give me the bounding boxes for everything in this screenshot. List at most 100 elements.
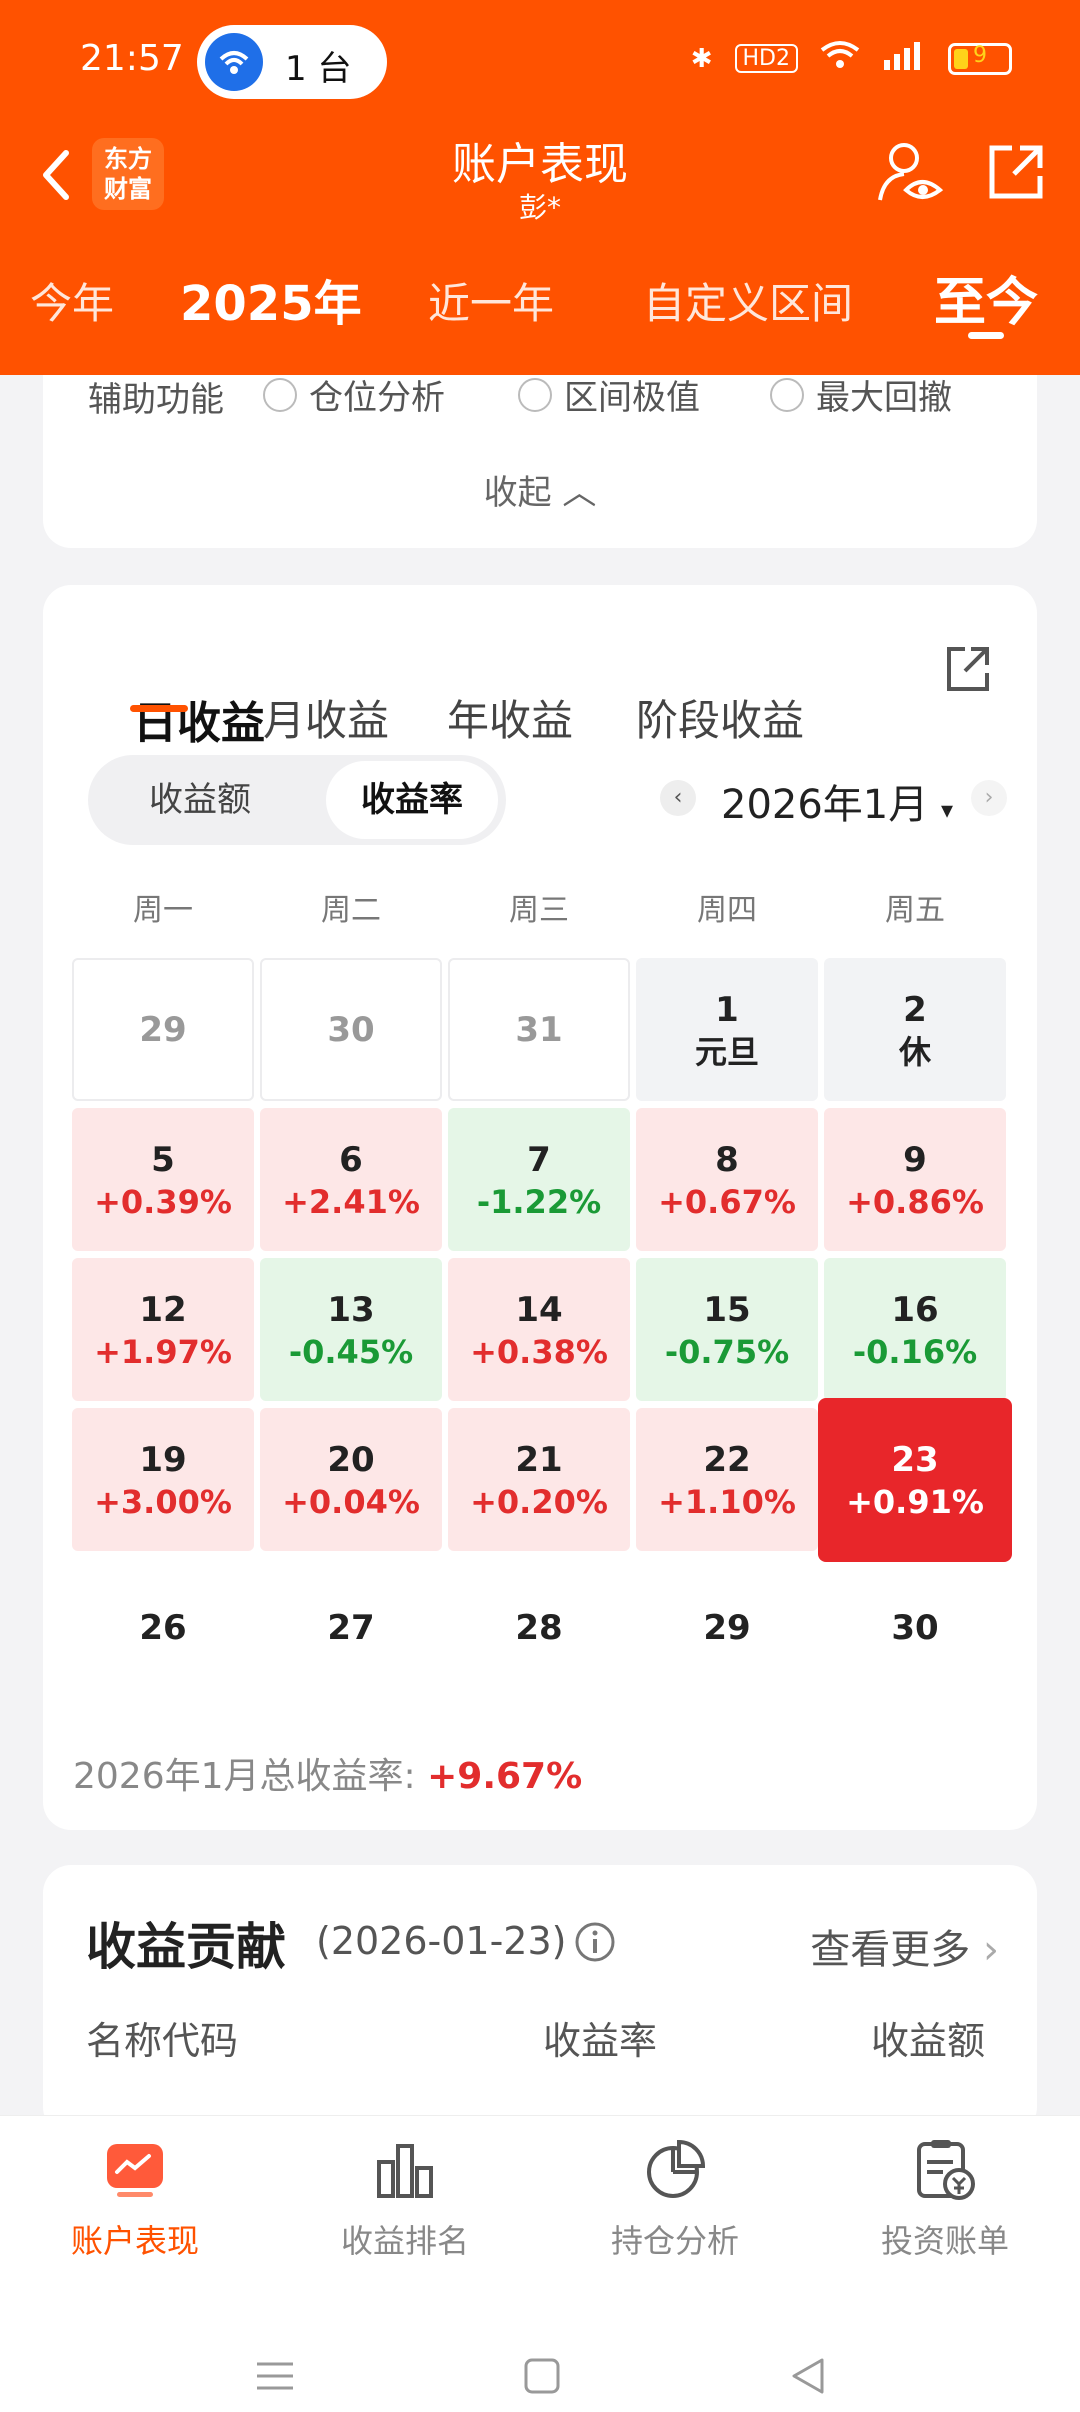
collapse-button[interactable]: 收起 ︿	[483, 473, 597, 513]
calendar-day-number: 8	[715, 1140, 739, 1180]
calendar-day-number: 7	[527, 1140, 551, 1180]
calendar-day-number: 30	[891, 1608, 939, 1648]
calendar-day-number: 5	[151, 1140, 175, 1180]
tab-stage[interactable]: 阶段收益	[636, 696, 805, 745]
calendar-day-cell[interactable]: 16 -0.16%	[824, 1258, 1006, 1401]
tab-active-indicator	[130, 705, 188, 712]
calendar-day-number: 12	[139, 1290, 187, 1330]
calendar-day-cell[interactable]: 15 -0.75%	[636, 1258, 818, 1401]
calendar-day-cell[interactable]: 6 +2.41%	[260, 1108, 442, 1251]
calendar-day-cell[interactable]: 5 +0.39%	[72, 1108, 254, 1251]
calendar-day-cell[interactable]: 7 -1.22%	[448, 1108, 630, 1251]
calendar-day-cell[interactable]: 30	[824, 1558, 1006, 1701]
nav-label: 账户表现	[70, 2222, 199, 2260]
calendar-day-value: -0.16%	[852, 1333, 978, 1371]
nav-investment-bill[interactable]: 投资账单	[810, 2138, 1080, 2262]
calendar-day-cell[interactable]: 26	[72, 1558, 254, 1701]
period-last-year[interactable]: 近一年	[428, 279, 555, 328]
aux-functions-label: 辅助功能	[88, 380, 224, 420]
calendar-day-value: +0.86%	[846, 1183, 984, 1221]
brand-logo: 东方 财富	[92, 138, 164, 210]
radio-position-analysis[interactable]: 仓位分析	[263, 370, 445, 419]
nav-holdings-analysis[interactable]: 持仓分析	[540, 2138, 810, 2262]
calendar-day-value: -1.22%	[476, 1183, 602, 1221]
calendar-day-cell[interactable]: 31	[448, 958, 630, 1101]
month-total-value: +9.67%	[427, 1756, 583, 1797]
calendar-day-number: 23	[891, 1440, 939, 1480]
next-month-icon[interactable]: ›	[971, 780, 1007, 816]
tab-monthly[interactable]: 月收益	[263, 696, 390, 745]
contribution-title: 收益贡献	[86, 1918, 286, 1976]
nav-label: 收益排名	[340, 2222, 469, 2260]
calendar-day-cell[interactable]: 9 +0.86%	[824, 1108, 1006, 1251]
calendar-day-number: 9	[903, 1140, 927, 1180]
calendar-day-value: +1.97%	[94, 1333, 232, 1371]
page-title: 账户表现	[452, 139, 628, 190]
contribution-date: (2026-01-23)	[316, 1919, 567, 1963]
weekday-label: 周三	[509, 893, 569, 928]
calendar-day-cell[interactable]: 29	[72, 958, 254, 1101]
chevron-right-icon: ›	[983, 1927, 999, 1973]
share-icon[interactable]	[986, 142, 1046, 202]
period-2025[interactable]: 2025年	[180, 276, 362, 332]
calendar-day-cell[interactable]: 28	[448, 1558, 630, 1701]
toggle-rate[interactable]: 收益率	[326, 761, 498, 839]
export-icon[interactable]	[941, 643, 993, 695]
radio-range-extremes[interactable]: 区间极值	[518, 370, 700, 419]
calendar-day-cell[interactable]: 19 +3.00%	[72, 1408, 254, 1551]
period-custom-range[interactable]: 自定义区间	[643, 279, 854, 328]
nav-account-performance[interactable]: 账户表现	[0, 2138, 270, 2262]
tab-yearly[interactable]: 年收益	[447, 696, 574, 745]
back-icon[interactable]	[788, 2356, 828, 2396]
bill-icon	[917, 2140, 975, 2200]
calendar-day-value: -0.45%	[288, 1333, 414, 1371]
pie-chart-icon	[647, 2139, 706, 2198]
view-more-link[interactable]: 查看更多 ›	[810, 1927, 999, 1973]
calendar-day-cell[interactable]: 8 +0.67%	[636, 1108, 818, 1251]
calendar-day-cell[interactable]: 29	[636, 1558, 818, 1701]
nav-label: 投资账单	[880, 2222, 1009, 2260]
calendar-day-number: 20	[327, 1440, 375, 1480]
calendar-day-cell[interactable]: 27	[260, 1558, 442, 1701]
toggle-amount[interactable]: 收益额	[149, 780, 251, 820]
weekday-label: 周一	[133, 893, 193, 928]
calendar-day-cell[interactable]: 1 元旦	[636, 958, 818, 1101]
calendar-day-cell[interactable]: 21 +0.20%	[448, 1408, 630, 1551]
calendar-day-number: 29	[703, 1608, 751, 1648]
period-active-indicator	[968, 332, 1004, 339]
calendar-day-cell[interactable]: 20 +0.04%	[260, 1408, 442, 1551]
radio-icon	[263, 377, 297, 412]
hd-badge: HD2	[734, 44, 798, 73]
bottom-nav: 账户表现 收益排名 持仓分析 投资账单	[0, 2115, 1080, 2412]
radio-max-drawdown[interactable]: 最大回撤	[770, 370, 952, 419]
menu-icon[interactable]	[255, 2356, 295, 2396]
system-navigation-bar	[0, 2346, 1080, 2406]
month-dropdown[interactable]: 2026年1月 ▾	[721, 782, 954, 828]
nav-label: 持仓分析	[610, 2222, 739, 2260]
calendar-day-value: +3.00%	[94, 1483, 232, 1521]
nav-return-ranking[interactable]: 收益排名	[270, 2138, 540, 2262]
back-arrow-icon[interactable]	[36, 145, 76, 205]
calendar-day-cell[interactable]: 14 +0.38%	[448, 1258, 630, 1401]
info-icon[interactable]	[573, 1920, 617, 1964]
period-this-year[interactable]: 今年	[30, 279, 115, 328]
privacy-eye-icon[interactable]	[876, 140, 944, 206]
calendar-day-cell[interactable]: 23 +0.91%	[818, 1398, 1012, 1562]
calendar-day-cell[interactable]: 13 -0.45%	[260, 1258, 442, 1401]
column-return-amount: 收益额	[871, 2019, 986, 2063]
device-pill[interactable]: 1 台	[197, 25, 387, 99]
contribution-card: 收益贡献 (2026-01-23) 查看更多 › 名称代码 收益率 收益额	[43, 1865, 1037, 2135]
period-since-inception[interactable]: 至今	[934, 273, 1039, 333]
tab-daily[interactable]: 日收益	[133, 698, 265, 749]
calendar-day-cell[interactable]: 30	[260, 958, 442, 1101]
calendar-day-cell[interactable]: 12 +1.97%	[72, 1258, 254, 1401]
home-icon[interactable]	[522, 2356, 562, 2396]
prev-month-icon[interactable]: ‹	[660, 780, 696, 816]
calendar-day-value: +0.91%	[846, 1483, 984, 1521]
calendar-day-value: +0.38%	[470, 1333, 608, 1371]
bar-chart-icon	[377, 2144, 433, 2198]
calendar-day-cell[interactable]: 22 +1.10%	[636, 1408, 818, 1551]
calendar-day-number: 26	[139, 1608, 187, 1648]
weekday-label: 周二	[321, 893, 381, 928]
